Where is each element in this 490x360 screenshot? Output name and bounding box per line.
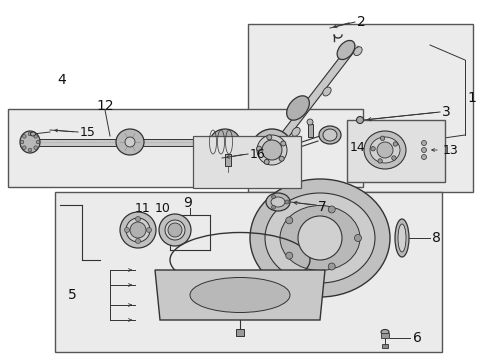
Circle shape [264, 159, 269, 165]
Text: 5: 5 [68, 288, 77, 302]
Circle shape [257, 146, 262, 151]
Circle shape [328, 263, 335, 270]
Text: 7: 7 [318, 200, 327, 214]
Circle shape [34, 135, 37, 138]
Ellipse shape [190, 278, 290, 312]
Ellipse shape [354, 47, 362, 56]
Bar [382, 344, 388, 348]
Text: 12: 12 [96, 99, 114, 113]
Ellipse shape [165, 220, 185, 240]
Circle shape [168, 223, 182, 237]
Circle shape [298, 216, 342, 260]
Ellipse shape [398, 224, 406, 252]
Polygon shape [259, 41, 358, 167]
Text: 1: 1 [467, 91, 476, 105]
Ellipse shape [271, 197, 285, 207]
Circle shape [262, 140, 282, 160]
Ellipse shape [337, 40, 355, 59]
Ellipse shape [251, 129, 293, 171]
Ellipse shape [250, 179, 390, 297]
Circle shape [357, 117, 364, 123]
Text: 2: 2 [357, 15, 366, 29]
Polygon shape [155, 270, 325, 320]
Text: 4: 4 [57, 73, 66, 87]
Text: 13: 13 [443, 144, 459, 157]
Text: 10: 10 [155, 202, 171, 215]
Circle shape [380, 136, 385, 140]
Circle shape [328, 206, 335, 213]
Bar [20, 139, 245, 145]
Ellipse shape [116, 129, 144, 155]
Circle shape [271, 195, 275, 199]
Ellipse shape [159, 214, 191, 246]
Ellipse shape [292, 127, 300, 136]
Circle shape [286, 217, 293, 224]
Text: 3: 3 [442, 105, 451, 119]
Circle shape [285, 200, 289, 204]
Circle shape [125, 137, 135, 147]
Circle shape [124, 228, 129, 233]
Text: 6: 6 [413, 331, 422, 345]
Ellipse shape [266, 193, 290, 211]
Ellipse shape [30, 132, 35, 136]
Ellipse shape [20, 131, 40, 153]
Circle shape [307, 119, 313, 125]
Circle shape [130, 222, 146, 238]
Ellipse shape [381, 329, 389, 334]
Circle shape [421, 154, 426, 159]
Circle shape [286, 252, 293, 259]
Circle shape [354, 234, 362, 242]
Circle shape [279, 156, 284, 161]
Circle shape [20, 140, 24, 144]
Ellipse shape [323, 129, 337, 141]
Text: 9: 9 [183, 196, 192, 210]
Circle shape [377, 142, 393, 158]
FancyBboxPatch shape [347, 120, 445, 182]
Circle shape [28, 132, 32, 136]
Circle shape [393, 142, 397, 146]
Circle shape [136, 239, 141, 243]
Ellipse shape [257, 135, 287, 165]
Ellipse shape [210, 129, 240, 155]
Circle shape [281, 141, 286, 146]
Circle shape [36, 140, 40, 144]
FancyBboxPatch shape [193, 136, 301, 188]
Circle shape [421, 140, 426, 145]
Circle shape [147, 228, 151, 233]
Ellipse shape [265, 193, 375, 283]
Text: 11: 11 [135, 202, 151, 215]
Ellipse shape [370, 137, 400, 163]
Circle shape [271, 205, 275, 209]
Circle shape [28, 148, 32, 152]
Ellipse shape [280, 206, 360, 270]
Ellipse shape [120, 212, 156, 248]
Bar [225, 154, 231, 166]
Bar [381, 333, 389, 338]
Circle shape [371, 147, 375, 151]
Ellipse shape [126, 218, 150, 242]
FancyBboxPatch shape [8, 109, 363, 187]
Ellipse shape [364, 131, 406, 169]
Circle shape [136, 216, 141, 221]
Text: 15: 15 [80, 126, 96, 139]
Text: 8: 8 [432, 231, 441, 245]
Circle shape [378, 159, 382, 163]
Text: 16: 16 [250, 148, 266, 161]
FancyBboxPatch shape [55, 192, 442, 352]
Circle shape [23, 135, 26, 138]
Ellipse shape [319, 126, 341, 144]
Ellipse shape [287, 96, 309, 120]
Circle shape [23, 146, 26, 149]
FancyBboxPatch shape [248, 24, 473, 192]
Circle shape [421, 148, 426, 153]
Ellipse shape [395, 219, 409, 257]
Text: 14: 14 [350, 140, 366, 153]
Bar [236, 329, 244, 336]
Ellipse shape [323, 87, 331, 96]
Bar [308, 124, 313, 137]
Circle shape [34, 146, 37, 149]
Circle shape [392, 156, 396, 160]
Circle shape [267, 135, 272, 140]
